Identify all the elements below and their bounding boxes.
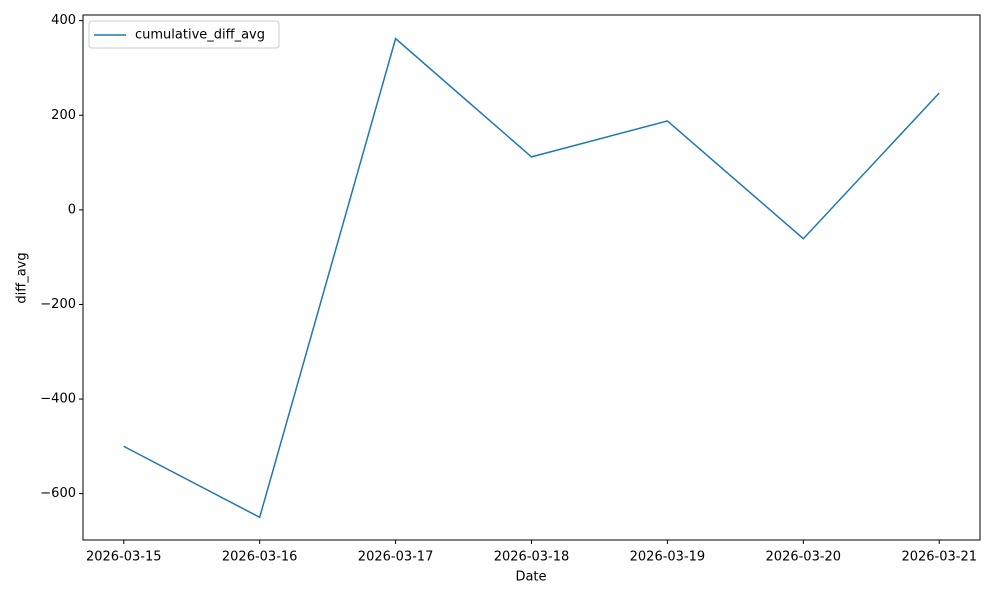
x-tick-label: 2026-03-18 [494, 550, 570, 565]
y-tick-label: −600 [40, 486, 76, 501]
legend-box [88, 20, 280, 49]
y-axis-label: diff_avg [15, 252, 30, 303]
x-tick-label: 2026-03-19 [630, 550, 706, 565]
y-tick-label: 0 [68, 202, 76, 217]
x-axis-label: Date [515, 570, 546, 585]
plot-area [123, 37, 940, 519]
x-tick-label: 2026-03-16 [222, 550, 298, 565]
legend: cumulative_diff_avg [88, 20, 280, 49]
y-tick-label: −400 [40, 392, 76, 407]
x-tick-label: 2026-03-20 [766, 550, 842, 565]
x-tick-label: 2026-03-17 [358, 550, 434, 565]
line [123, 37, 940, 519]
y-tick-label: 200 [51, 108, 76, 123]
x-tick-label: 2026-03-21 [901, 550, 977, 565]
y-tick-label: 400 [51, 13, 76, 28]
y-tick-label: −200 [40, 297, 76, 312]
x-tick-label: 2026-03-15 [86, 550, 162, 565]
legend-label: cumulative_diff_avg [135, 28, 265, 43]
